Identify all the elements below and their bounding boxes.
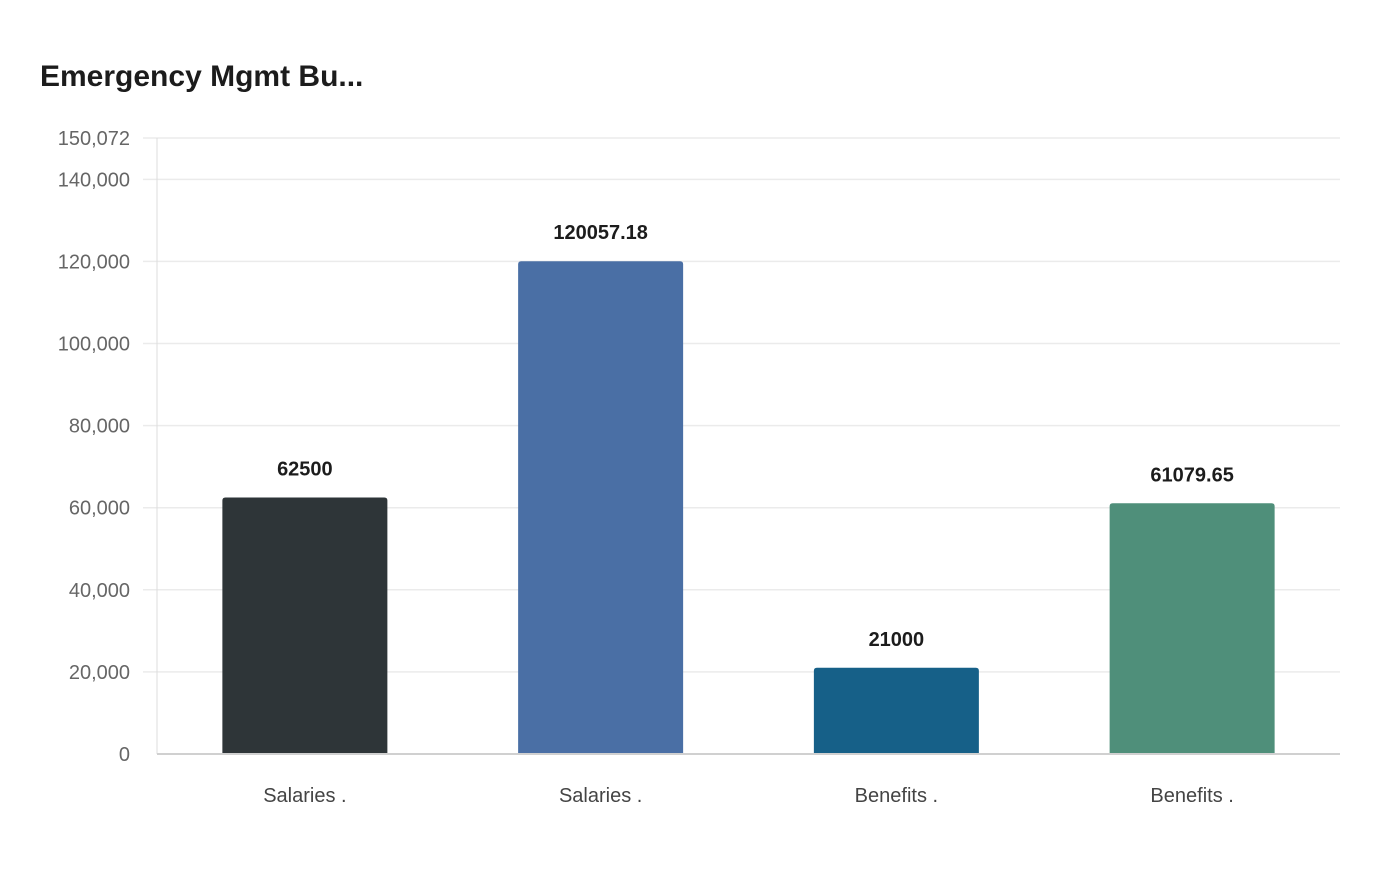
y-tick-label: 140,000 [58,169,130,191]
x-tick-label: Benefits . [855,785,938,807]
y-tick-label: 80,000 [69,416,130,438]
bar [518,261,684,754]
data-label: 120057.18 [553,222,648,244]
chart-title: Emergency Mgmt Bu... [40,60,364,93]
y-tick-label: 150,072 [58,128,130,150]
y-tick-label: 20,000 [69,662,130,684]
x-tick-label: Benefits . [1150,785,1233,807]
data-label: 61079.65 [1150,464,1233,486]
bar [813,667,979,754]
bar [222,497,388,754]
x-tick-label: Salaries . [559,785,642,807]
y-tick-label: 0 [119,744,130,766]
x-tick-label: Salaries . [263,785,346,807]
y-tick-label: 100,000 [58,334,130,356]
y-tick-label: 120,000 [58,251,130,273]
data-label: 62500 [277,458,333,480]
data-label: 21000 [869,629,925,651]
y-tick-label: 60,000 [69,498,130,520]
y-tick-label: 40,000 [69,580,130,602]
bar [1109,503,1275,754]
